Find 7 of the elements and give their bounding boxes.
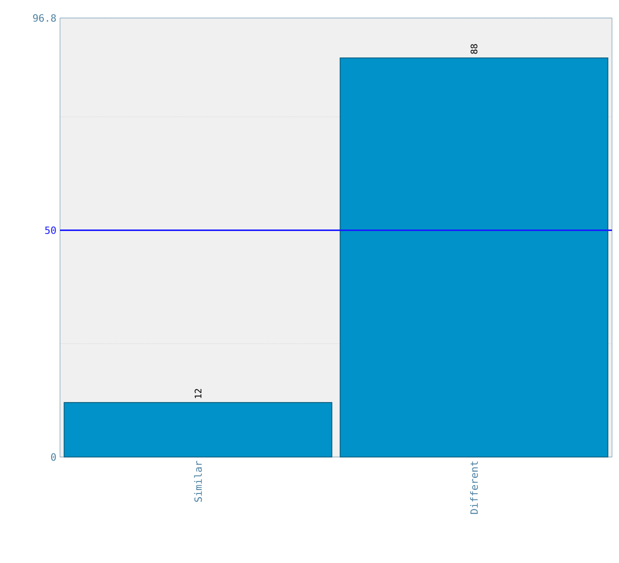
data-label: 88 xyxy=(470,44,478,54)
data-label: 12 xyxy=(194,389,202,398)
x-tick-label: Different xyxy=(470,462,478,514)
y-tick-label: 96.8 xyxy=(33,14,56,22)
y-tick-label: 0 xyxy=(51,453,56,461)
x-tick-label: Similar xyxy=(194,460,202,502)
y-tick-label: 50 xyxy=(45,226,56,234)
